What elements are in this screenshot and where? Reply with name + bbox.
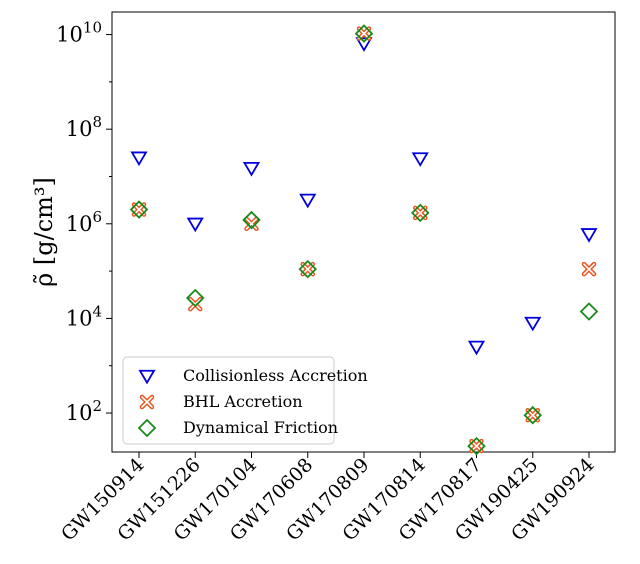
y-tick-label: 102 — [66, 397, 102, 425]
y-tick-label: 1010 — [56, 19, 102, 47]
data-point — [185, 288, 205, 308]
y-tick-label: 108 — [66, 113, 102, 141]
data-point — [298, 259, 318, 279]
data-point — [523, 405, 543, 425]
series-2 — [129, 24, 599, 456]
data-point — [188, 296, 203, 312]
legend-marker — [138, 369, 156, 385]
legend-entry: Dynamical Friction — [137, 418, 338, 438]
data-point — [525, 407, 540, 423]
data-point — [355, 37, 373, 52]
legend-marker — [137, 418, 157, 438]
legend-box — [122, 356, 335, 445]
data-point — [410, 203, 430, 223]
data-point — [356, 26, 372, 41]
data-point — [467, 436, 486, 456]
y-tick-label: 104 — [66, 302, 102, 330]
data-point — [129, 200, 149, 219]
data-point — [186, 217, 204, 233]
data-point — [242, 162, 261, 177]
data-point — [579, 302, 599, 321]
data-point — [354, 24, 374, 43]
series-0 — [130, 37, 598, 356]
data-point — [469, 438, 484, 454]
data-point — [300, 261, 315, 277]
legend-label: BHL Accretion — [183, 392, 303, 411]
legend-entry: BHL Accretion — [139, 392, 303, 411]
series-1 — [131, 26, 597, 454]
data-point — [524, 316, 542, 332]
data-point — [580, 228, 598, 243]
legend-label: Collisionless Accretion — [183, 366, 368, 385]
y-axis-ticks: 102 104 106 108 1010 — [56, 19, 112, 425]
data-point — [467, 340, 486, 356]
legend: Collisionless Accretion BHL Accretion Dyna… — [122, 356, 368, 445]
legend-label: Dynamical Friction — [183, 418, 338, 437]
x-axis-ticks: GW150914GW151226GW170104GW170608GW170809… — [57, 452, 599, 545]
data-point — [242, 210, 261, 230]
data-point — [581, 261, 597, 277]
data-points — [129, 24, 599, 456]
y-tick-label: 106 — [66, 208, 102, 236]
data-point — [131, 202, 147, 217]
data-point — [299, 193, 317, 209]
data-point — [244, 216, 259, 232]
data-point — [130, 151, 148, 167]
legend-marker — [139, 394, 155, 410]
data-point — [413, 205, 428, 221]
y-axis-label: ρ̃ [g/cm³] — [30, 177, 58, 287]
data-point — [411, 152, 429, 167]
legend-entry: Collisionless Accretion — [138, 366, 368, 385]
